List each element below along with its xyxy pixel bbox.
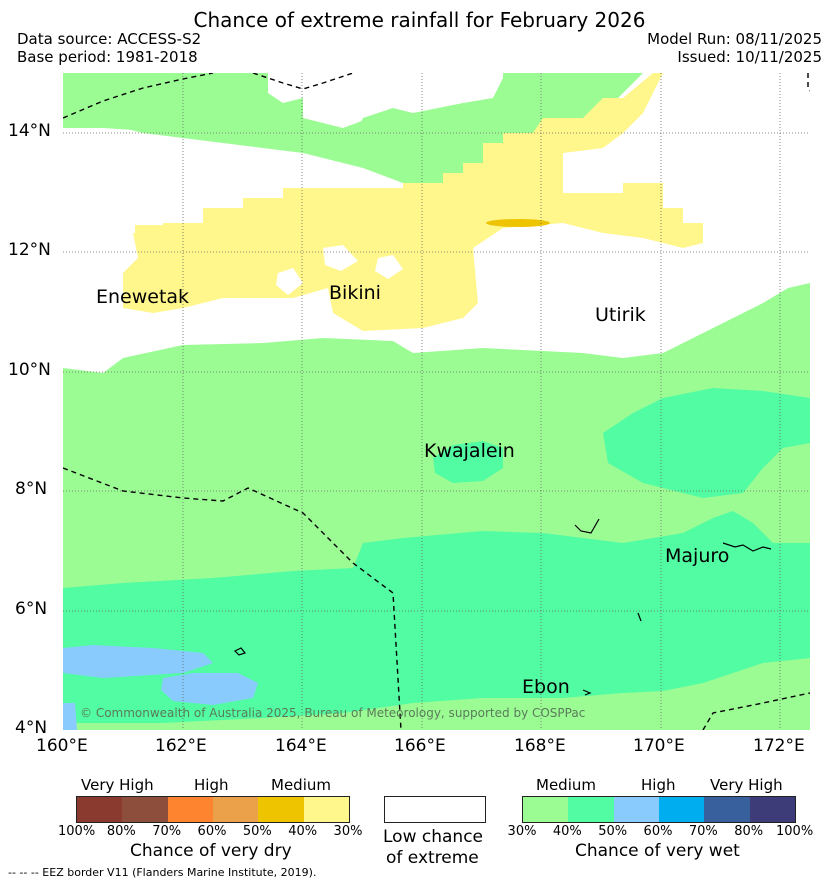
- wet-percent-label: 30%: [507, 824, 537, 839]
- dry-level-very-high: Very High: [81, 776, 154, 794]
- data-source: Data source: ACCESS-S2: [17, 30, 202, 48]
- lon-label-168: 168°E: [514, 736, 566, 756]
- wet-colorbar: [522, 796, 796, 823]
- lat-label-10: 10°N: [8, 360, 51, 380]
- dry-swatch-2: [167, 797, 214, 822]
- dry-swatch-3: [213, 797, 260, 822]
- lon-label-162: 162°E: [155, 736, 207, 756]
- wet-level-medium: Medium: [536, 776, 596, 794]
- dry-caption: Chance of very dry: [130, 841, 292, 861]
- dry-swatch-5: [303, 797, 349, 822]
- dry-percent-label: 70%: [152, 824, 182, 839]
- wet-caption: Chance of very wet: [575, 841, 740, 861]
- lat-label-14: 14°N: [8, 121, 51, 141]
- dry-percent-label: 50%: [242, 824, 272, 839]
- dry-swatch-4: [258, 797, 305, 822]
- lon-label-172: 172°E: [753, 736, 805, 756]
- issued-date: Issued: 10/11/2025: [677, 48, 822, 66]
- region-high-dry: [486, 219, 550, 227]
- wet-percent-label: 50%: [598, 824, 628, 839]
- dry-level-high: High: [194, 776, 229, 794]
- lon-label-164: 164°E: [275, 736, 327, 756]
- dry-percent-label: 40%: [288, 824, 318, 839]
- region-medium-dry: [123, 73, 703, 331]
- region-high-wet-1: [63, 645, 213, 678]
- eez-footer-note: -- -- -- EEZ border V11 (Flanders Marine…: [8, 866, 317, 879]
- wet-swatch-5: [749, 797, 795, 822]
- map-title: Chance of extreme rainfall for February …: [193, 8, 646, 32]
- lon-label-166: 166°E: [394, 736, 446, 756]
- wet-swatch-2: [613, 797, 660, 822]
- eez-border: [63, 73, 810, 730]
- model-run: Model Run: 08/11/2025: [647, 30, 822, 48]
- dry-percent-label: 60%: [197, 824, 227, 839]
- region-medium-wet-40: [603, 388, 810, 498]
- wet-percent-label: 60%: [643, 824, 673, 839]
- wet-percent-label: 100%: [776, 824, 814, 839]
- wet-swatch-3: [659, 797, 706, 822]
- wet-level-high: High: [641, 776, 676, 794]
- lon-label-170: 170°E: [633, 736, 685, 756]
- lat-label-12: 12°N: [8, 240, 51, 260]
- place-enewetak: Enewetak: [96, 286, 190, 308]
- dry-percent-label: 80%: [106, 824, 136, 839]
- dry-colorbar: [76, 796, 350, 823]
- low-chance-line2: of extreme: [386, 848, 479, 868]
- wet-swatch-4: [704, 797, 751, 822]
- dry-percent-label: 30%: [333, 824, 363, 839]
- lat-label-8: 8°N: [15, 479, 48, 499]
- lat-label-4: 4°N: [15, 718, 48, 738]
- region-medium-wet-40-lower: [63, 511, 810, 723]
- place-kwajalein: Kwajalein: [424, 440, 515, 462]
- wet-swatch-0: [523, 797, 570, 822]
- wet-level-very-high: Very High: [710, 776, 783, 794]
- wet-percent-label: 40%: [552, 824, 582, 839]
- place-bikini: Bikini: [329, 282, 381, 304]
- wet-percent-label: 80%: [734, 824, 764, 839]
- region-medium-dry-2: [135, 225, 168, 235]
- copyright-notice: © Commonwealth of Australia 2025, Bureau…: [80, 706, 586, 720]
- dry-swatch-1: [122, 797, 169, 822]
- place-ebon: Ebon: [522, 676, 570, 698]
- place-utirik: Utirik: [595, 304, 646, 326]
- wet-swatch-1: [568, 797, 615, 822]
- dry-percent-label: 100%: [58, 824, 96, 839]
- dry-swatch-0: [77, 797, 124, 822]
- low-chance-line1: Low chance: [383, 827, 483, 847]
- rainfall-map: [63, 73, 810, 730]
- region-high-wet-2: [161, 673, 258, 705]
- region-medium-wet-40-2: [433, 441, 503, 483]
- lat-label-6: 6°N: [15, 599, 48, 619]
- wet-percent-label: 70%: [688, 824, 718, 839]
- gap-1: [323, 245, 358, 271]
- region-high-wet-3: [63, 703, 77, 730]
- gap-2: [276, 268, 303, 295]
- base-period: Base period: 1981-2018: [17, 48, 198, 66]
- lon-label-160: 160°E: [36, 736, 88, 756]
- low-chance-swatch: [384, 796, 486, 823]
- place-majuro: Majuro: [665, 545, 730, 567]
- gap-3: [375, 255, 403, 279]
- islands: [233, 518, 772, 696]
- dry-level-medium: Medium: [271, 776, 331, 794]
